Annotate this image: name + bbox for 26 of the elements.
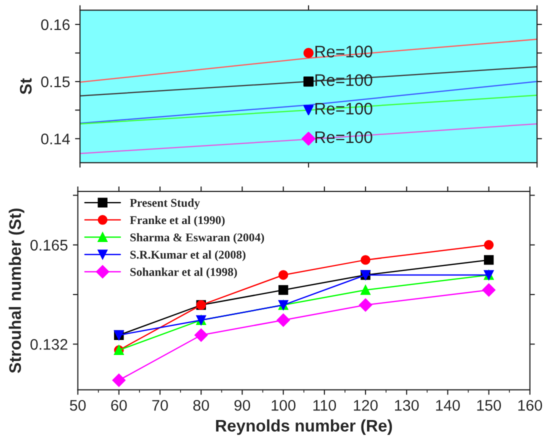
y-tick-label: 0.165: [30, 240, 68, 251]
y-tick-label: 0.15: [41, 76, 70, 88]
x-tick-label: 110: [313, 400, 336, 411]
x-axis-title: Reynolds number (Re): [216, 419, 392, 435]
legend-label: Sohankar et al (1998): [130, 268, 237, 278]
x-tick-label: 80: [193, 400, 210, 411]
y-axis-title: Strouhal number (St): [8, 208, 24, 373]
y-tick-label: 0.14: [41, 134, 70, 144]
x-tick-label: 150: [477, 400, 501, 411]
x-tick-label: 100: [272, 400, 296, 411]
legend-label: S.R.Kumar et al (2008): [130, 250, 246, 262]
x-tick-label: 70: [152, 400, 168, 411]
x-tick-label: 160: [518, 400, 542, 411]
annotation: Re=100: [315, 46, 372, 58]
legend-label: Sharma & Eswaran (2004): [130, 233, 264, 244]
legend-label: Present Study: [130, 198, 200, 210]
y-axis-title: St: [20, 78, 32, 94]
x-tick-label: 90: [234, 400, 250, 411]
x-tick-label: 120: [354, 400, 378, 411]
x-tick-label: 50: [70, 400, 86, 411]
x-tick-label: 130: [395, 400, 419, 411]
legend-label: Franke et al (1990): [130, 216, 225, 227]
x-tick-label: 60: [111, 400, 127, 411]
x-tick-label: 140: [436, 400, 460, 411]
y-tick-label: 0.132: [30, 339, 68, 350]
y-tick-label: 0.16: [41, 19, 70, 30]
